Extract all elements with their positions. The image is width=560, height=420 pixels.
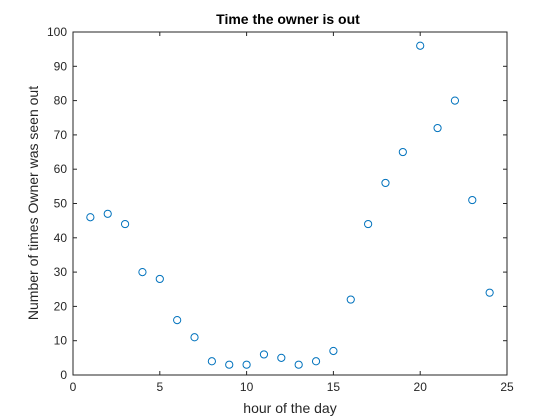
x-axis: 0 5 10 15 20 25 (70, 32, 514, 394)
y-tick-label: 100 (47, 25, 67, 39)
data-point (138, 268, 147, 277)
y-tick-label: 30 (54, 265, 68, 279)
data-point (311, 357, 321, 366)
data-point (242, 360, 251, 369)
data-point (468, 195, 477, 205)
x-tick-label: 5 (156, 380, 163, 394)
data-point (190, 333, 199, 342)
y-tick-label: 60 (54, 162, 68, 176)
x-tick-label: 25 (500, 380, 514, 394)
y-tick-label: 80 (54, 94, 68, 108)
y-tick-label: 50 (54, 197, 68, 211)
data-point (381, 178, 390, 188)
y-axis: 0 10 20 30 40 50 60 70 80 90 100 (47, 25, 507, 382)
data-point (346, 295, 355, 304)
data-point (207, 357, 216, 366)
data-point (155, 274, 164, 284)
axes-box (72, 31, 508, 376)
data-point (294, 360, 303, 369)
data-point (277, 353, 286, 362)
data-point (173, 316, 182, 325)
data-point (433, 123, 442, 133)
x-tick-label: 0 (70, 380, 77, 394)
data-point (450, 96, 460, 105)
x-tick-label: 15 (327, 380, 341, 394)
y-tick-label: 20 (54, 299, 68, 313)
chart-title: Time the owner is out (216, 11, 360, 27)
data-point (120, 219, 130, 229)
data-point (398, 147, 407, 157)
y-tick-label: 90 (54, 59, 68, 73)
y-tick-label: 70 (54, 128, 68, 142)
y-axis-label: Number of times Owner was seen out (25, 86, 41, 320)
data-point (86, 213, 95, 222)
y-tick-label: 0 (60, 368, 67, 382)
data-point (416, 41, 425, 50)
data-points (86, 41, 494, 369)
axes-frame (72, 31, 508, 376)
x-axis-label: hour of the day (243, 400, 336, 416)
data-point (485, 288, 494, 297)
y-tick-label: 40 (54, 231, 68, 245)
x-tick-label: 10 (240, 380, 254, 394)
data-point (364, 219, 373, 229)
data-point (259, 350, 269, 359)
data-point (329, 346, 338, 356)
y-tick-label: 10 (54, 334, 68, 348)
data-point (103, 209, 112, 218)
x-tick-label: 20 (414, 380, 428, 394)
data-point (225, 360, 234, 369)
